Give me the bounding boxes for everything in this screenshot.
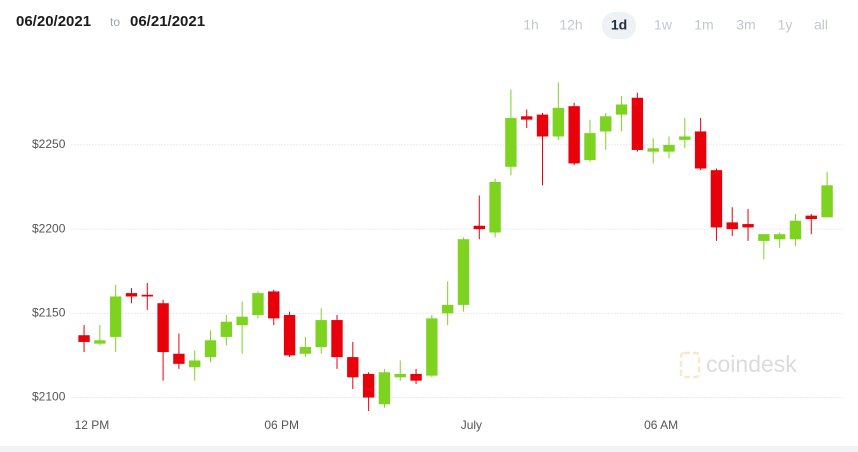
range-button[interactable]: 1d <box>611 17 627 33</box>
candle-body <box>742 224 754 228</box>
candle-body <box>773 234 786 240</box>
candle-body <box>378 372 391 405</box>
candle-body <box>647 148 659 152</box>
candle-body <box>204 340 217 358</box>
x-tick-label: 06 AM <box>644 418 678 432</box>
range-button-bg <box>602 12 636 39</box>
candle-body <box>299 347 312 354</box>
candle-body <box>805 215 817 220</box>
candle-body <box>584 133 596 161</box>
candle-body <box>536 114 549 137</box>
candle-body <box>94 340 106 344</box>
candle-body <box>315 320 327 348</box>
candle-body <box>268 291 280 319</box>
candle-body <box>663 144 675 152</box>
y-tick-label: $2250 <box>32 137 66 151</box>
date-separator: to <box>110 15 120 29</box>
candle-body <box>78 335 90 342</box>
candle-body <box>157 303 169 353</box>
candle-body <box>394 373 406 378</box>
range-button[interactable]: 1h <box>523 17 539 33</box>
candle-body <box>189 360 201 368</box>
date-from[interactable]: 06/20/2021 <box>16 13 91 30</box>
watermark-text: coindesk <box>706 351 797 377</box>
range-button[interactable]: 12h <box>559 17 582 33</box>
bottom-strip <box>0 446 858 452</box>
watermark: coindesk <box>679 351 797 379</box>
range-button[interactable]: 1y <box>778 17 793 33</box>
candle-body <box>694 131 707 169</box>
candle-body <box>600 116 612 132</box>
range-button[interactable]: 1w <box>654 17 673 33</box>
candle-body <box>821 185 833 218</box>
candle-body <box>679 136 691 140</box>
candle-body <box>552 107 565 137</box>
candle-body <box>521 116 533 120</box>
candle-body <box>441 304 454 314</box>
x-tick-label: 12 PM <box>75 418 110 432</box>
candle-body <box>710 170 723 228</box>
candle-body <box>473 225 485 230</box>
candle-body <box>252 293 264 316</box>
x-tick-label: July <box>461 418 482 432</box>
candle-body <box>631 97 644 150</box>
candle-body <box>568 106 580 164</box>
y-tick-label: $2100 <box>32 390 66 404</box>
candle-body <box>173 353 185 364</box>
candle-body <box>789 220 802 240</box>
candle-body <box>410 373 422 381</box>
candle-body <box>109 296 122 337</box>
candle-body <box>362 373 375 398</box>
candle-body <box>141 294 153 297</box>
watermark-logo <box>679 351 701 379</box>
candle-body <box>505 117 517 167</box>
candle-body <box>758 234 770 241</box>
range-button[interactable]: 1m <box>694 17 713 33</box>
range-button[interactable]: 3m <box>736 17 755 33</box>
candle-body <box>347 357 359 378</box>
date-to[interactable]: 06/21/2021 <box>130 13 205 30</box>
y-tick-label: $2150 <box>32 305 66 319</box>
candle-body <box>726 222 738 230</box>
candle-body <box>331 320 343 358</box>
candle-body <box>220 321 233 337</box>
candle-body <box>125 293 138 297</box>
y-tick-label: $2200 <box>32 221 66 235</box>
candle-body <box>236 316 248 326</box>
candle-body <box>489 181 501 233</box>
range-button[interactable]: all <box>814 17 828 33</box>
candle-body <box>457 239 470 305</box>
candle-body <box>283 315 296 356</box>
candle-body <box>426 318 438 376</box>
x-tick-label: 06 PM <box>264 418 299 432</box>
candle-body <box>615 104 628 115</box>
